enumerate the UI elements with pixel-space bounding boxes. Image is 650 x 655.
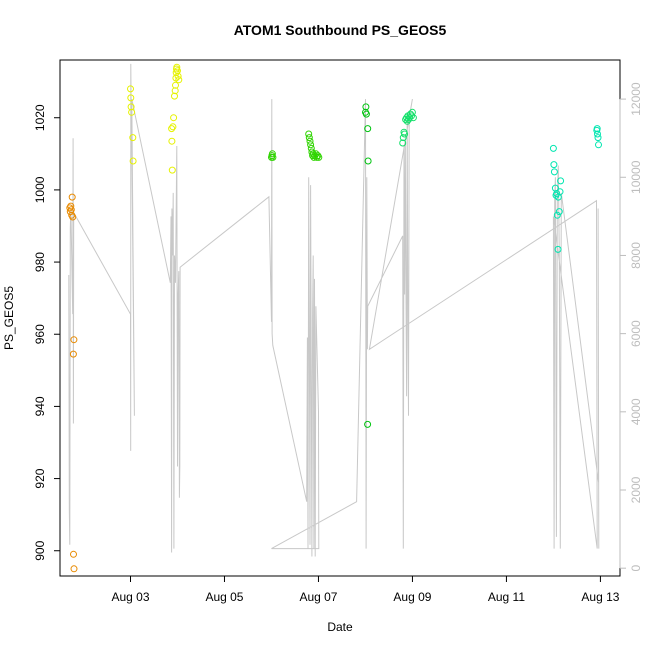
data-point — [305, 134, 313, 142]
data-point — [553, 211, 561, 219]
points-layer — [66, 63, 602, 573]
data-point — [268, 150, 276, 158]
data-point — [69, 213, 77, 221]
data-point — [127, 85, 134, 93]
data-point — [553, 190, 561, 197]
data-point — [306, 137, 314, 145]
data-point — [554, 245, 562, 253]
data-point — [550, 168, 558, 176]
chart-title: ATOM1 Southbound PS_GEOS5 — [234, 22, 447, 38]
x-axis-label: Date — [327, 620, 353, 634]
y-axis-label: PS_GEOS5 — [2, 286, 16, 350]
y-tick-label: 980 — [33, 252, 47, 272]
data-point — [401, 130, 409, 138]
data-point — [127, 103, 135, 111]
y-tick-label: 960 — [33, 324, 47, 344]
data-point — [170, 114, 178, 122]
right-y-tick-label: 0 — [629, 565, 643, 572]
data-point — [69, 350, 77, 358]
data-point — [70, 336, 78, 344]
data-point — [305, 130, 313, 138]
data-point — [406, 114, 413, 122]
data-point — [68, 193, 76, 201]
data-point — [173, 63, 181, 71]
x-tick-label: Aug 07 — [299, 590, 337, 604]
data-point — [171, 92, 178, 100]
right-y-tick-label: 2000 — [629, 476, 643, 503]
data-point — [168, 166, 176, 174]
data-point — [168, 137, 176, 145]
right-y-axis: 0 2000 4000 6000 8000 10000 12000 — [619, 82, 643, 572]
right-y-tick-label: 4000 — [629, 398, 643, 425]
data-point — [409, 114, 417, 122]
data-point — [555, 208, 563, 216]
data-point — [408, 112, 415, 120]
data-point — [128, 108, 136, 116]
right-y-tick-label: 6000 — [629, 320, 643, 347]
data-point — [593, 125, 601, 133]
y-axis: 900 920 940 960 980 1000 1020 — [33, 104, 61, 561]
x-tick-label: Aug 11 — [488, 590, 525, 604]
data-point — [168, 125, 176, 133]
data-point — [362, 110, 370, 118]
y-tick-label: 1020 — [33, 104, 47, 131]
x-axis: Aug 03 Aug 05 Aug 07 Aug 09 Aug 11 Aug 13 — [111, 575, 620, 604]
data-point — [595, 141, 602, 149]
data-point — [129, 134, 137, 142]
data-point — [70, 550, 77, 558]
plot-frame — [59, 59, 621, 577]
data-point — [127, 94, 135, 102]
data-point — [172, 69, 180, 77]
y-tick-label: 920 — [33, 468, 47, 488]
data-point — [403, 114, 411, 122]
altitude-line-layer — [68, 63, 600, 557]
right-y-tick-label: 8000 — [629, 242, 643, 269]
data-point — [557, 177, 565, 185]
data-point — [364, 157, 372, 165]
data-point — [70, 565, 78, 573]
x-tick-label: Aug 09 — [393, 590, 431, 604]
data-point — [174, 67, 181, 75]
x-tick-label: Aug 13 — [581, 590, 619, 604]
data-point — [364, 125, 372, 133]
x-tick-label: Aug 03 — [111, 590, 149, 604]
right-y-tick-label: 12000 — [629, 82, 643, 116]
y-tick-label: 940 — [33, 396, 47, 416]
data-point — [172, 81, 179, 89]
data-point — [550, 161, 558, 169]
data-point — [175, 76, 183, 84]
x-tick-label: Aug 05 — [205, 590, 243, 604]
data-point — [364, 420, 372, 428]
data-point — [399, 139, 407, 147]
data-point — [309, 150, 317, 158]
y-tick-label: 1000 — [33, 176, 47, 203]
right-y-tick-label: 10000 — [629, 160, 643, 194]
data-point — [594, 130, 601, 138]
y-tick-label: 900 — [33, 540, 47, 560]
data-point — [594, 134, 602, 142]
data-point — [399, 134, 407, 142]
data-point — [174, 72, 182, 80]
data-point — [549, 144, 557, 152]
data-point — [169, 123, 177, 131]
data-point — [362, 103, 370, 111]
data-point — [129, 157, 137, 165]
data-point — [269, 153, 277, 161]
data-point — [307, 141, 315, 149]
data-point — [171, 87, 179, 95]
altitude-series-line — [68, 63, 600, 557]
data-point — [315, 153, 323, 161]
data-point — [67, 202, 75, 210]
data-point — [556, 188, 564, 196]
data-point — [403, 117, 411, 125]
